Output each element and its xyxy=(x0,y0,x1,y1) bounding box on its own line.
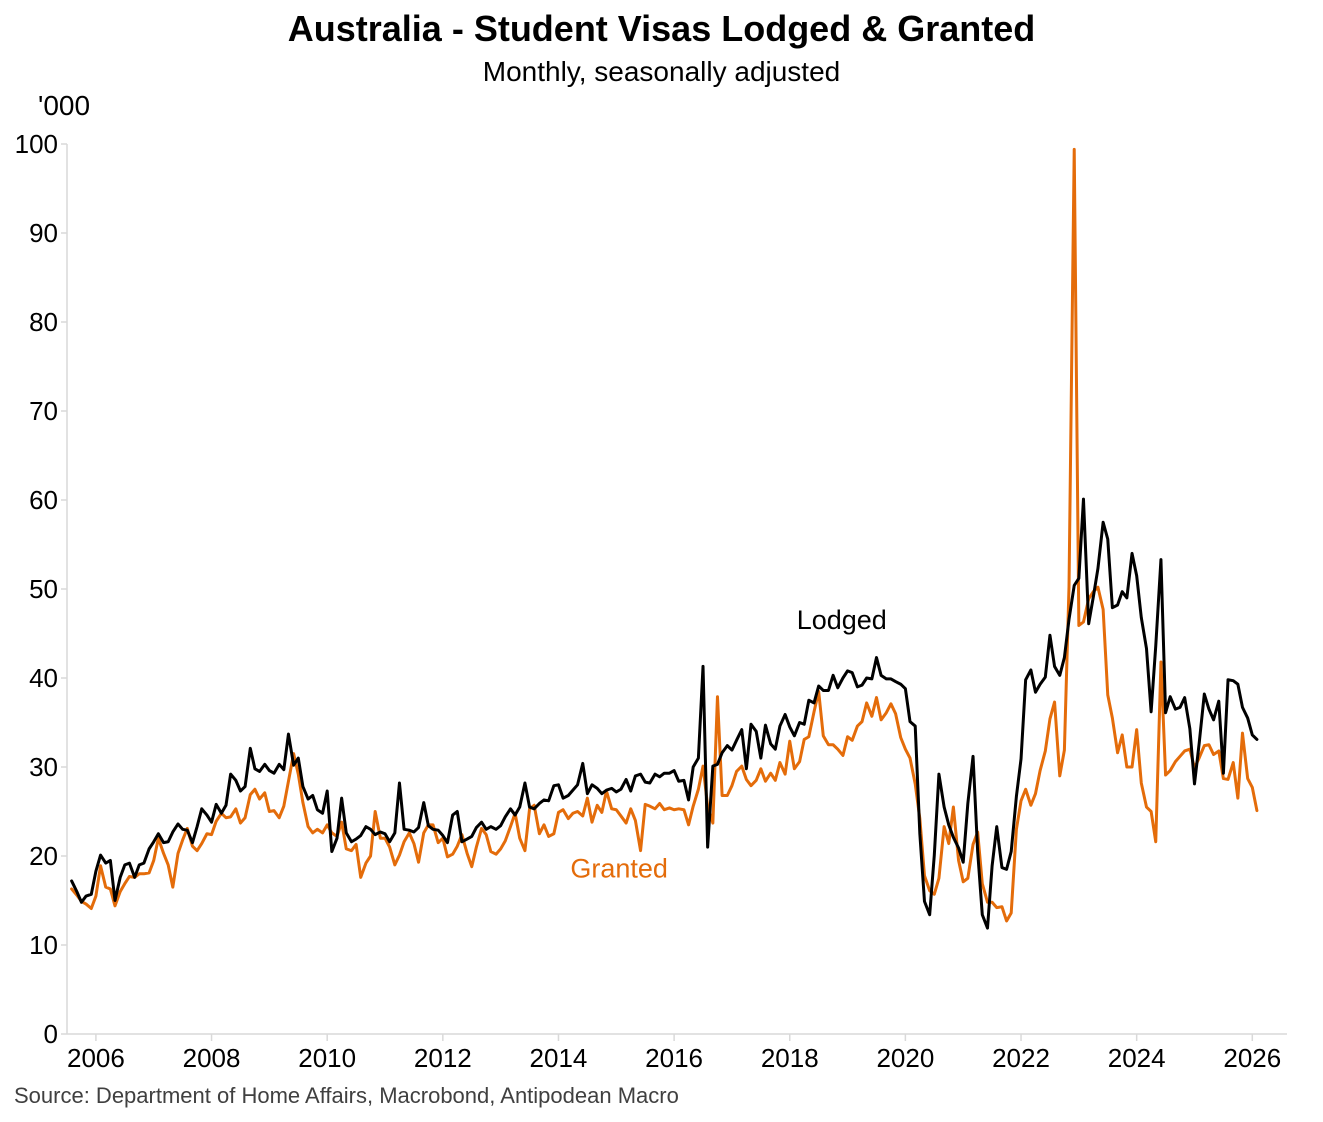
y-axis-unit: '000 xyxy=(38,90,90,121)
source-note: Source: Department of Home Affairs, Macr… xyxy=(14,1083,679,1108)
y-tick-label: 10 xyxy=(29,930,58,960)
y-tick-label: 60 xyxy=(29,485,58,515)
y-tick-label: 30 xyxy=(29,752,58,782)
x-tick-label: 2012 xyxy=(414,1043,472,1073)
y-tick-label: 80 xyxy=(29,307,58,337)
y-tick-label: 40 xyxy=(29,663,58,693)
x-tick-label: 2018 xyxy=(761,1043,819,1073)
x-tick-label: 2008 xyxy=(183,1043,241,1073)
x-tick-label: 2010 xyxy=(298,1043,356,1073)
x-tick-label: 2014 xyxy=(530,1043,588,1073)
x-tick-label: 2006 xyxy=(67,1043,125,1073)
series-lines xyxy=(70,147,1259,930)
chart-title: Australia - Student Visas Lodged & Grant… xyxy=(287,8,1036,49)
series-line-granted xyxy=(70,147,1259,923)
series-label-lodged: Lodged xyxy=(797,605,887,635)
y-tick-label: 90 xyxy=(29,218,58,248)
x-tick-label: 2020 xyxy=(876,1043,934,1073)
y-tick-label: 100 xyxy=(15,129,58,159)
y-tick-label: 70 xyxy=(29,396,58,426)
x-tick-label: 2022 xyxy=(992,1043,1050,1073)
series-line-lodged xyxy=(70,497,1259,930)
axes: 0 10 20 30 40 50 60 70 80 90 100 2006 2008 2010 2012 20… xyxy=(15,129,1287,1073)
series-labels: Lodged Granted xyxy=(570,605,886,883)
chart-subtitle: Monthly, seasonally adjusted xyxy=(482,56,841,87)
x-tick-label: 2016 xyxy=(645,1043,703,1073)
y-tick-label: 0 xyxy=(44,1019,58,1049)
x-tick-label: 2026 xyxy=(1223,1043,1281,1073)
series-label-granted: Granted xyxy=(570,853,668,883)
y-tick-label: 50 xyxy=(29,574,58,604)
y-tick-label: 20 xyxy=(29,841,58,871)
x-tick-label: 2024 xyxy=(1108,1043,1166,1073)
